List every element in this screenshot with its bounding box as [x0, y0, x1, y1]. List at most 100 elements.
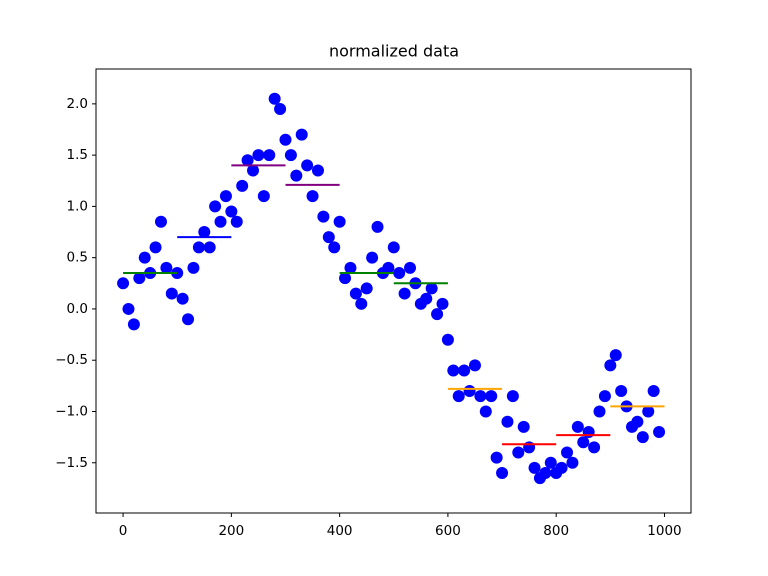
point — [642, 405, 655, 418]
point — [598, 390, 611, 403]
point — [192, 241, 205, 254]
point — [328, 241, 341, 254]
point — [311, 164, 324, 177]
point — [274, 102, 287, 115]
point — [431, 308, 444, 321]
point — [463, 384, 476, 397]
point — [496, 467, 509, 480]
point — [182, 313, 195, 326]
point — [149, 241, 162, 254]
point — [117, 277, 130, 290]
point — [523, 441, 536, 454]
point — [609, 349, 622, 362]
point — [360, 282, 373, 295]
point — [474, 390, 487, 403]
point — [479, 405, 492, 418]
x-tick-label: 0 — [119, 523, 128, 539]
point — [517, 420, 530, 433]
point — [349, 287, 362, 300]
point — [198, 226, 211, 239]
point — [252, 149, 265, 162]
point — [425, 282, 438, 295]
point — [214, 215, 227, 228]
point — [279, 133, 292, 146]
point — [593, 405, 606, 418]
point — [490, 451, 503, 464]
point — [371, 220, 384, 233]
point — [393, 267, 406, 280]
x-tick-label: 200 — [218, 523, 244, 539]
point — [344, 261, 357, 274]
y-tick-label: 0.0 — [67, 301, 88, 317]
point — [133, 272, 146, 285]
point — [653, 425, 666, 438]
point — [247, 164, 260, 177]
point — [322, 231, 335, 244]
point — [122, 302, 135, 315]
point — [441, 333, 454, 346]
point — [154, 215, 167, 228]
plot-area — [117, 92, 666, 485]
point — [306, 190, 319, 203]
point — [631, 415, 644, 428]
point — [615, 384, 628, 397]
point — [355, 297, 368, 310]
point — [339, 272, 352, 285]
y-tick-label: −0.5 — [55, 352, 88, 368]
point — [447, 364, 460, 377]
point — [506, 390, 519, 403]
point — [458, 364, 471, 377]
point — [571, 420, 584, 433]
point — [566, 456, 579, 469]
point — [295, 128, 308, 141]
point — [225, 205, 238, 218]
point — [404, 261, 417, 274]
point — [387, 241, 400, 254]
point — [187, 261, 200, 274]
point — [230, 215, 243, 228]
point — [582, 425, 595, 438]
point — [485, 390, 498, 403]
point — [420, 292, 433, 305]
point — [512, 446, 525, 459]
point — [555, 461, 568, 474]
point — [647, 384, 660, 397]
point — [263, 149, 276, 162]
point — [219, 190, 232, 203]
point — [544, 456, 557, 469]
point — [452, 390, 465, 403]
point — [436, 297, 449, 310]
point — [588, 441, 601, 454]
point — [290, 169, 303, 182]
point — [561, 446, 574, 459]
x-tick-label: 1000 — [647, 523, 681, 539]
point — [209, 200, 222, 213]
point — [203, 241, 216, 254]
point — [284, 149, 297, 162]
point — [636, 431, 649, 444]
point — [268, 92, 281, 105]
chart-title: normalized data — [329, 42, 459, 61]
point — [317, 210, 330, 223]
point — [539, 467, 552, 480]
x-tick-label: 400 — [327, 523, 353, 539]
y-tick-label: 1.0 — [67, 198, 88, 214]
point — [301, 159, 314, 172]
point — [138, 251, 151, 264]
x-tick-label: 600 — [435, 523, 461, 539]
point — [236, 179, 249, 192]
point — [398, 287, 411, 300]
y-tick-label: −1.0 — [55, 403, 88, 419]
point — [257, 190, 270, 203]
point — [604, 359, 617, 372]
point — [241, 154, 254, 167]
point — [127, 318, 140, 331]
point — [501, 415, 514, 428]
point — [366, 251, 379, 264]
point — [160, 261, 173, 274]
point — [577, 436, 590, 449]
x-tick-label: 800 — [543, 523, 569, 539]
point — [165, 287, 178, 300]
